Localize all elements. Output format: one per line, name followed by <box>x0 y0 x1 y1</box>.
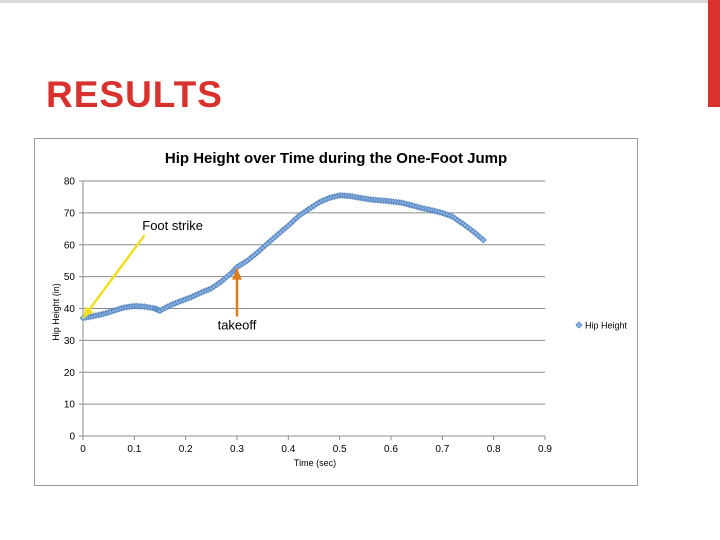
chart-title: Hip Height over Time during the One-Foot… <box>165 150 507 167</box>
y-tick-label: 30 <box>64 336 76 347</box>
y-tick-label: 70 <box>64 208 76 219</box>
x-tick-label: 0.9 <box>538 444 552 455</box>
x-tick-label: 0 <box>80 444 86 455</box>
x-tick-label: 0.2 <box>179 444 193 455</box>
data-point <box>456 218 464 226</box>
data-point <box>480 236 487 244</box>
chart-frame: Hip Height over Time during the One-Foot… <box>34 138 638 486</box>
annotation-label: takeoff <box>218 317 257 332</box>
series-line <box>82 194 484 319</box>
y-tick-label: 40 <box>64 304 76 315</box>
annotation-arrow-shaft <box>81 234 146 319</box>
x-tick-label: 0.6 <box>384 444 398 455</box>
legend-label: Hip Height <box>585 321 628 331</box>
series-layer <box>79 191 487 322</box>
x-axis-title: Time (sec) <box>294 458 336 468</box>
annotation-label: Foot strike <box>142 218 203 233</box>
x-tick-label: 0.4 <box>281 444 295 455</box>
y-tick-label: 50 <box>64 272 76 283</box>
annotation-arrow-head <box>232 268 242 280</box>
y-axis-title: Hip Height (in) <box>51 283 61 341</box>
slide-title: RESULTS <box>46 74 223 115</box>
x-tick-label: 0.1 <box>127 444 141 455</box>
x-tick-label: 0.3 <box>230 444 244 455</box>
x-tick-label: 0.7 <box>435 444 449 455</box>
data-point <box>462 222 469 229</box>
annotation-arrow-head <box>83 306 94 319</box>
annotation-layer: Foot strike takeoff <box>81 218 257 332</box>
data-point <box>451 215 459 222</box>
top-rule <box>0 0 708 3</box>
legend: Hip Height <box>575 321 628 331</box>
axis-layer: 0 10 20 30 40 50 60 70 80 0 0.1 0.2 0.3 0.4 0.5 0.6 0.7 0… <box>64 177 553 456</box>
x-tick-label: 0.5 <box>333 444 347 455</box>
y-tick-label: 0 <box>69 432 75 443</box>
y-tick-label: 60 <box>64 240 76 251</box>
y-tick-label: 80 <box>64 177 76 188</box>
legend-marker <box>575 321 583 329</box>
y-tick-label: 10 <box>64 400 76 411</box>
y-tick-label: 20 <box>64 368 76 379</box>
chart-svg: Hip Height over Time during the One-Foot… <box>51 150 628 468</box>
x-tick-label: 0.8 <box>487 444 501 455</box>
accent-bar <box>708 0 720 107</box>
